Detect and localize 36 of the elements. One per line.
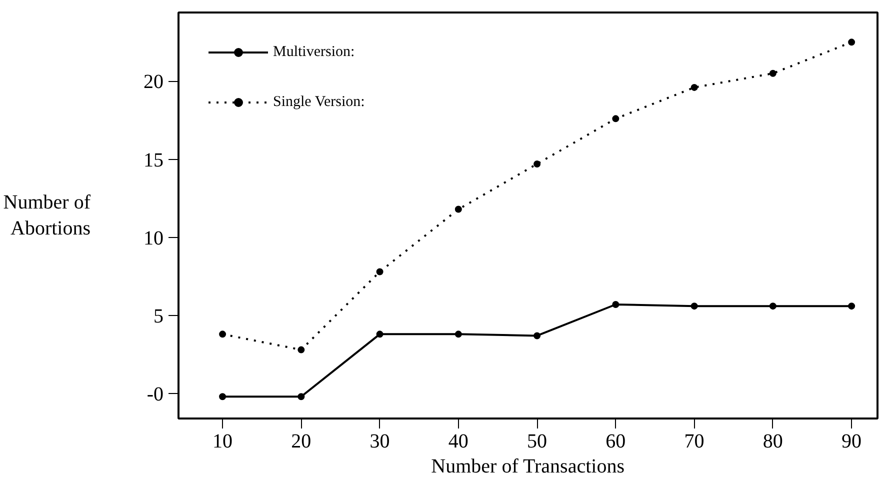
legend-label: Multiversion: bbox=[273, 44, 355, 60]
point bbox=[612, 115, 620, 122]
x-tick-label: 80 bbox=[762, 430, 783, 452]
point bbox=[534, 160, 541, 168]
legend-label: Single Version: bbox=[273, 94, 365, 110]
point bbox=[454, 330, 462, 338]
point bbox=[219, 330, 226, 338]
x-tick-label: 20 bbox=[291, 430, 312, 452]
x-tick-label: 10 bbox=[212, 430, 233, 452]
y-tick-label: 20 bbox=[144, 71, 164, 94]
point bbox=[690, 302, 698, 310]
point bbox=[690, 84, 698, 91]
point bbox=[848, 302, 856, 310]
point bbox=[376, 330, 384, 338]
y-tick-label: 10 bbox=[144, 227, 164, 250]
y-tick-label: -0 bbox=[146, 384, 164, 406]
point bbox=[612, 301, 620, 308]
y-axis-title: Number of Abortions bbox=[3, 191, 91, 240]
x-tick-label: 70 bbox=[684, 430, 704, 452]
point bbox=[534, 332, 541, 340]
point bbox=[769, 70, 776, 77]
point bbox=[298, 346, 305, 354]
y-tick-label: 15 bbox=[144, 149, 164, 172]
point bbox=[848, 38, 856, 46]
point bbox=[454, 206, 462, 213]
x-tick-label: 60 bbox=[606, 430, 626, 452]
point bbox=[376, 268, 384, 276]
point bbox=[298, 393, 305, 400]
x-axis-title: Number of Transactions bbox=[431, 456, 625, 478]
y-tick-label: 5 bbox=[154, 305, 164, 328]
x-tick-label: 40 bbox=[448, 430, 468, 452]
point bbox=[219, 393, 226, 400]
point bbox=[769, 302, 776, 310]
x-tick-label: 90 bbox=[842, 430, 862, 452]
x-tick-label: 30 bbox=[370, 430, 390, 452]
x-tick-label: 50 bbox=[527, 430, 548, 452]
